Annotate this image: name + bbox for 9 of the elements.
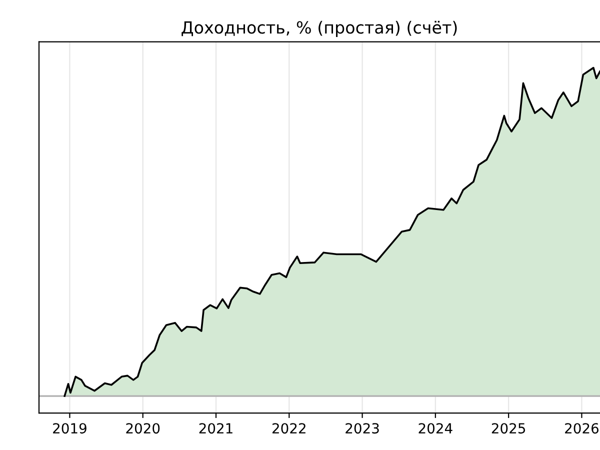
x-tick-label: 2019 [53,423,86,434]
chart-title: Доходность, % (простая) (счёт) [182,20,457,37]
x-tick-label: 2024 [418,423,452,434]
x-tick-label: 2025 [492,423,526,434]
x-tick-label: 2023 [346,423,379,434]
x-tick-label: 2026 [565,423,599,434]
x-tick-label: 2021 [199,423,232,434]
x-tick-label: 2020 [126,423,160,434]
x-tick-label: 2022 [272,423,306,434]
